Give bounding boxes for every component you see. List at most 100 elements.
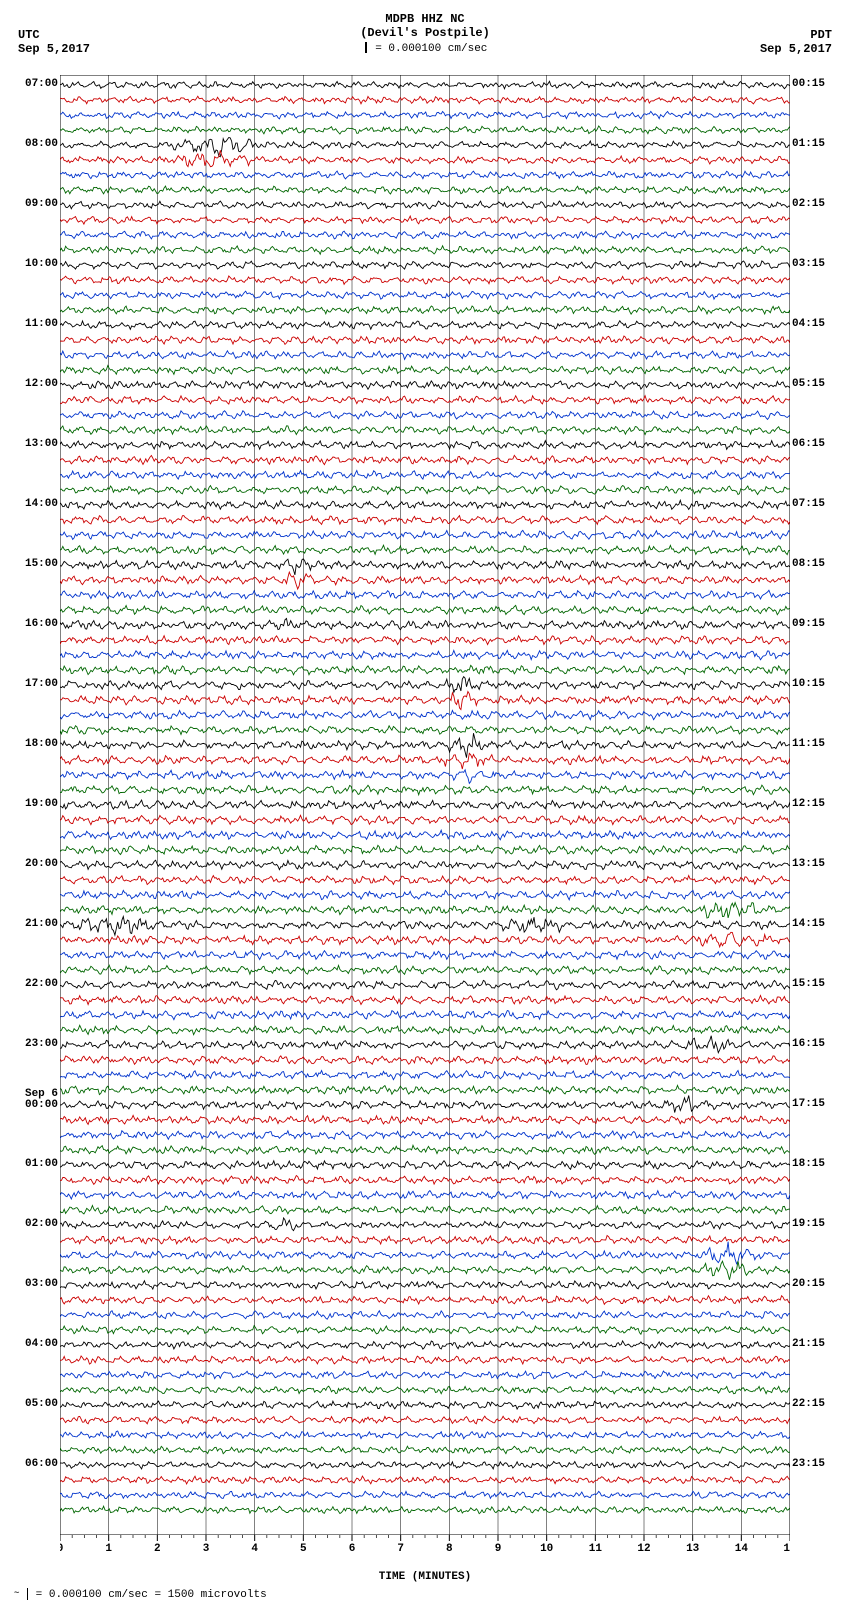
seismic-trace — [60, 96, 790, 104]
pdt-hour-label: 23:15 — [792, 1459, 825, 1470]
seismic-trace — [60, 1145, 790, 1154]
seismic-trace — [60, 111, 790, 119]
x-axis: 0123456789101112131415 TIME (MINUTES) — [60, 1535, 790, 1575]
x-tick-label: 10 — [540, 1543, 553, 1553]
pdt-hour-label: 02:15 — [792, 199, 825, 210]
seismic-trace — [60, 800, 790, 809]
header-center: MDPB HHZ NC (Devil's Postpile) = 0.00010… — [10, 12, 840, 55]
seismic-trace — [60, 890, 790, 899]
x-tick-label: 3 — [203, 1543, 210, 1553]
seismic-trace — [60, 932, 790, 947]
seismic-trace — [60, 81, 790, 89]
seismic-trace — [60, 291, 790, 299]
seismic-trace — [60, 1218, 790, 1231]
utc-hour-label: 02:00 — [25, 1219, 58, 1230]
x-tick-label: 11 — [589, 1543, 603, 1553]
utc-hour-label: 12:00 — [25, 379, 58, 390]
pdt-hour-label: 09:15 — [792, 619, 825, 630]
utc-hour-label: 10:00 — [25, 259, 58, 270]
seismic-trace — [60, 336, 790, 344]
seismic-trace — [60, 126, 790, 134]
seismic-trace — [60, 426, 790, 435]
seismic-trace — [60, 951, 790, 960]
x-tick-label: 12 — [637, 1543, 650, 1553]
pdt-hour-label: 14:15 — [792, 919, 825, 930]
pdt-date: Sep 5,2017 — [760, 42, 832, 56]
station-location: (Devil's Postpile) — [10, 26, 840, 40]
seismic-trace — [60, 903, 790, 918]
pdt-hour-label: 12:15 — [792, 799, 825, 810]
seismic-trace — [60, 545, 790, 554]
seismic-trace — [60, 785, 790, 795]
seismic-trace — [60, 138, 790, 157]
seismic-trace — [60, 753, 790, 769]
seismic-trace — [60, 1191, 790, 1200]
seismic-trace — [60, 619, 790, 630]
seismic-trace — [60, 1356, 790, 1364]
seismic-trace — [60, 917, 790, 936]
seismic-trace — [60, 815, 790, 824]
utc-hour-label: 11:00 — [25, 319, 58, 330]
utc-hour-label: 05:00 — [25, 1399, 58, 1410]
seismic-trace — [60, 650, 790, 659]
utc-hour-label: Sep 600:00 — [25, 1089, 58, 1111]
x-axis-label: TIME (MINUTES) — [60, 1571, 790, 1583]
utc-hour-label: 03:00 — [25, 1279, 58, 1290]
seismic-trace — [60, 996, 790, 1005]
pdt-hour-label: 19:15 — [792, 1219, 825, 1230]
seismic-trace — [60, 441, 790, 450]
pdt-hour-label: 10:15 — [792, 679, 825, 690]
seismic-trace — [60, 860, 790, 869]
seismic-trace — [60, 876, 790, 885]
seismogram-svg — [60, 75, 790, 1535]
seismic-trace — [60, 1311, 790, 1320]
seismogram-plot: 07:0008:0009:0010:0011:0012:0013:0014:00… — [60, 75, 790, 1535]
pdt-hour-label: 16:15 — [792, 1039, 825, 1050]
seismic-trace — [60, 1386, 790, 1394]
x-tick-label: 9 — [495, 1543, 502, 1553]
seismic-trace — [60, 411, 790, 420]
x-tick-label: 7 — [397, 1543, 404, 1553]
pdt-hour-label: 01:15 — [792, 139, 825, 150]
utc-hour-label: 13:00 — [25, 439, 58, 450]
scale-bar-note: = 0.000100 cm/sec — [10, 40, 840, 55]
utc-hour-label: 07:00 — [25, 79, 58, 90]
utc-hour-label: 15:00 — [25, 559, 58, 570]
seismic-trace — [60, 1056, 790, 1065]
station-code: MDPB HHZ NC — [10, 12, 840, 26]
seismic-trace — [60, 396, 790, 404]
seismic-trace — [60, 1236, 790, 1245]
seismic-trace — [60, 516, 790, 525]
seismic-trace — [60, 201, 790, 209]
seismic-trace — [60, 486, 790, 495]
seismic-trace — [60, 1296, 790, 1305]
seismic-trace — [60, 1096, 790, 1113]
utc-hour-label: 01:00 — [25, 1159, 58, 1170]
utc-hour-label: 18:00 — [25, 739, 58, 750]
seismic-trace — [60, 710, 790, 719]
seismic-trace — [60, 1206, 790, 1215]
pdt-hour-label: 03:15 — [792, 259, 825, 270]
header-right: PDT Sep 5,2017 — [760, 28, 832, 56]
x-tick-label: 5 — [300, 1543, 307, 1553]
seismic-trace — [60, 590, 790, 599]
seismic-trace — [60, 216, 790, 224]
seismic-trace — [60, 1491, 790, 1498]
seismic-trace — [60, 1506, 790, 1514]
seismic-trace — [60, 572, 790, 589]
seismic-trace — [60, 246, 790, 254]
seismic-trace — [60, 830, 790, 840]
seismic-trace — [60, 770, 790, 784]
seismic-trace — [60, 965, 790, 975]
pdt-hour-label: 13:15 — [792, 859, 825, 870]
pdt-label: PDT — [760, 28, 832, 42]
seismic-trace — [60, 471, 790, 480]
utc-hour-label: 22:00 — [25, 979, 58, 990]
seismic-trace — [60, 1326, 790, 1335]
seismic-trace — [60, 1176, 790, 1185]
pdt-hour-label: 08:15 — [792, 559, 825, 570]
pdt-hour-label: 18:15 — [792, 1159, 825, 1170]
seismic-trace — [60, 1476, 790, 1484]
seismic-trace — [60, 1431, 790, 1439]
pdt-hour-label: 17:15 — [792, 1099, 825, 1110]
